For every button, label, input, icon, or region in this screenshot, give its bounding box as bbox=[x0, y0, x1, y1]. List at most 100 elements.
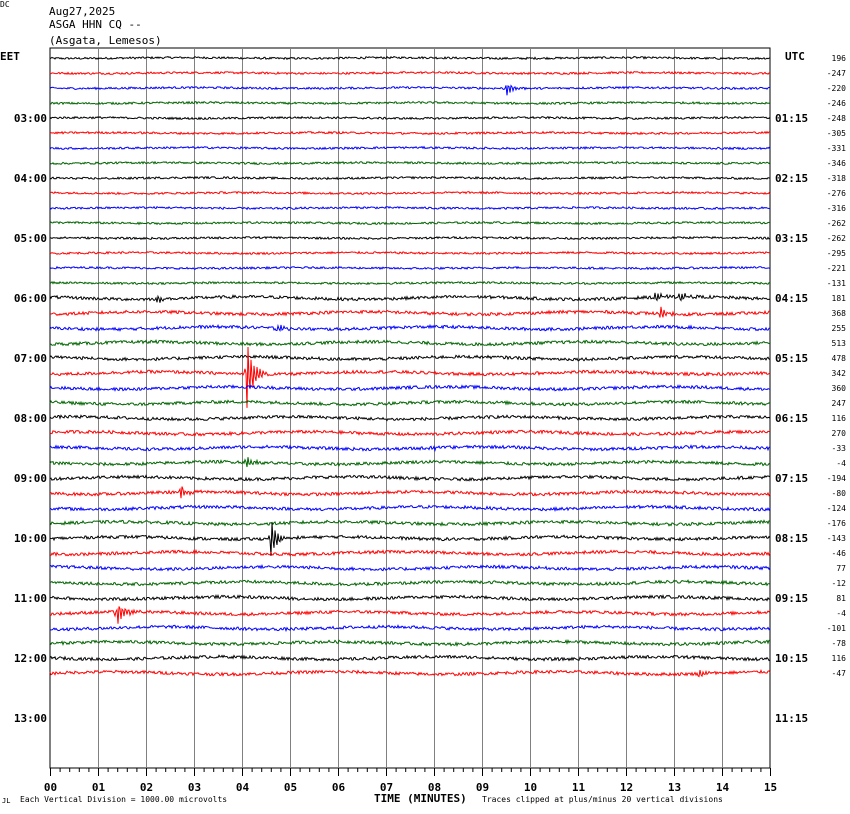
seismic-trace bbox=[49, 115, 771, 121]
plot-date: Aug27,2025 bbox=[49, 5, 116, 18]
dc-offset-label: -262 bbox=[827, 234, 846, 243]
dc-offset-label: -295 bbox=[827, 249, 846, 258]
dc-offset-label: -131 bbox=[827, 279, 846, 288]
seismic-trace bbox=[49, 414, 771, 422]
dc-offset-label: 196 bbox=[832, 54, 847, 63]
seismic-trace bbox=[49, 548, 771, 557]
seismic-trace bbox=[49, 338, 771, 347]
left-hour-label: 05:00 bbox=[14, 232, 47, 245]
dc-offset-label: 81 bbox=[836, 594, 846, 603]
right-hour-label: 09:15 bbox=[775, 592, 808, 605]
seismic-trace bbox=[49, 205, 770, 211]
left-hour-label: 07:00 bbox=[14, 352, 47, 365]
grid-layer bbox=[49, 47, 771, 776]
dc-offset-label: -101 bbox=[827, 624, 846, 633]
dc-offset-label: -176 bbox=[827, 519, 846, 528]
x-tick-label: 05 bbox=[284, 781, 297, 794]
right-hour-label: 02:15 bbox=[775, 172, 808, 185]
dc-offset-label: 270 bbox=[832, 429, 847, 438]
x-tick-label: 08 bbox=[428, 781, 441, 794]
left-hour-label: 11:00 bbox=[14, 592, 47, 605]
dc-offset-label: -305 bbox=[827, 129, 846, 138]
dc-offset-label: -124 bbox=[827, 504, 846, 513]
left-hour-label: 10:00 bbox=[14, 532, 47, 545]
seismic-trace bbox=[49, 563, 771, 572]
dc-offset-label: 116 bbox=[832, 654, 847, 663]
seismic-trace bbox=[49, 323, 771, 333]
x-tick-label: 06 bbox=[332, 781, 346, 794]
seismic-trace bbox=[49, 292, 771, 303]
seismic-trace bbox=[49, 593, 771, 602]
seismic-trace bbox=[49, 399, 771, 407]
seismic-trace bbox=[49, 175, 770, 181]
left-hour-label: 08:00 bbox=[14, 412, 47, 425]
seismic-trace bbox=[49, 306, 770, 318]
seismic-trace bbox=[49, 220, 771, 226]
dc-offset-label: -220 bbox=[827, 84, 846, 93]
dc-offset-label: -46 bbox=[832, 549, 847, 558]
left-hour-label: 06:00 bbox=[14, 292, 47, 305]
dc-offset-label: -331 bbox=[827, 144, 846, 153]
dc-offset-label: 181 bbox=[832, 294, 847, 303]
seismic-trace bbox=[49, 84, 771, 96]
dc-offset-label: -246 bbox=[827, 99, 846, 108]
right-hour-label: 08:15 bbox=[775, 532, 808, 545]
dc-offset-label: 255 bbox=[832, 324, 847, 333]
seismic-trace bbox=[50, 486, 771, 499]
seismic-trace bbox=[49, 504, 771, 513]
dc-offset-label: 342 bbox=[832, 369, 847, 378]
dc-offset-label: -248 bbox=[827, 114, 846, 123]
seismic-trace bbox=[49, 265, 771, 271]
dc-offset-label: -247 bbox=[827, 69, 846, 78]
right-timezone-label: UTC bbox=[785, 50, 805, 63]
dc-offset-label: -276 bbox=[827, 189, 846, 198]
dc-offset-label: -194 bbox=[827, 474, 846, 483]
dc-offset-label: 513 bbox=[832, 339, 847, 348]
seismic-trace bbox=[49, 639, 771, 648]
left-hour-label: 12:00 bbox=[14, 652, 47, 665]
vertical-division-note: Each Vertical Division = 1000.00 microvo… bbox=[20, 795, 228, 804]
left-hour-label: 03:00 bbox=[14, 112, 47, 125]
dc-offset-header: DC bbox=[0, 0, 10, 9]
left-hour-label: 09:00 bbox=[14, 472, 47, 485]
dc-offset-label: -221 bbox=[827, 264, 846, 273]
right-hour-label: 04:15 bbox=[775, 292, 808, 305]
dc-offset-label: -318 bbox=[827, 174, 846, 183]
seismic-trace bbox=[49, 624, 771, 633]
right-hour-label: 07:15 bbox=[775, 472, 808, 485]
right-hour-label: 01:15 bbox=[775, 112, 808, 125]
plot-frame bbox=[49, 47, 771, 769]
dc-offset-label: -346 bbox=[827, 159, 846, 168]
dc-offset-label: 360 bbox=[832, 384, 847, 393]
seismic-trace bbox=[49, 384, 771, 392]
left-hour-label: 13:00 bbox=[14, 712, 47, 725]
dc-offset-label: -80 bbox=[832, 489, 847, 498]
seismic-trace bbox=[49, 160, 771, 166]
x-tick-label: 10 bbox=[524, 781, 537, 794]
seismic-trace bbox=[49, 457, 771, 468]
clipping-note: Traces clipped at plus/minus 20 vertical… bbox=[482, 795, 723, 804]
station-location: (Asgata, Lemesos) bbox=[49, 34, 162, 47]
x-axis-title: TIME (MINUTES) bbox=[374, 792, 467, 805]
seismic-trace bbox=[49, 579, 771, 587]
x-tick-label: 09 bbox=[476, 781, 489, 794]
left-hour-label: 04:00 bbox=[14, 172, 47, 185]
x-tick-label: 04 bbox=[236, 781, 250, 794]
dc-offset-label: -316 bbox=[827, 204, 846, 213]
seismic-trace bbox=[49, 346, 771, 408]
seismic-trace bbox=[49, 444, 771, 453]
dc-offset-label: -47 bbox=[832, 669, 847, 678]
dc-offset-label: 116 bbox=[832, 414, 847, 423]
dc-offset-label: -33 bbox=[832, 444, 847, 453]
seismic-trace bbox=[49, 606, 771, 624]
dc-offset-label: 478 bbox=[832, 354, 847, 363]
dc-offset-label: -78 bbox=[832, 639, 847, 648]
seismic-trace bbox=[49, 190, 771, 196]
seismic-trace bbox=[49, 429, 771, 437]
seismic-trace bbox=[49, 70, 771, 76]
seismic-trace bbox=[49, 522, 771, 556]
dc-offset-label: -262 bbox=[827, 219, 846, 228]
seismic-trace bbox=[49, 519, 771, 527]
dc-offset-label: 247 bbox=[832, 399, 847, 408]
x-tick-label: 15 bbox=[764, 781, 777, 794]
